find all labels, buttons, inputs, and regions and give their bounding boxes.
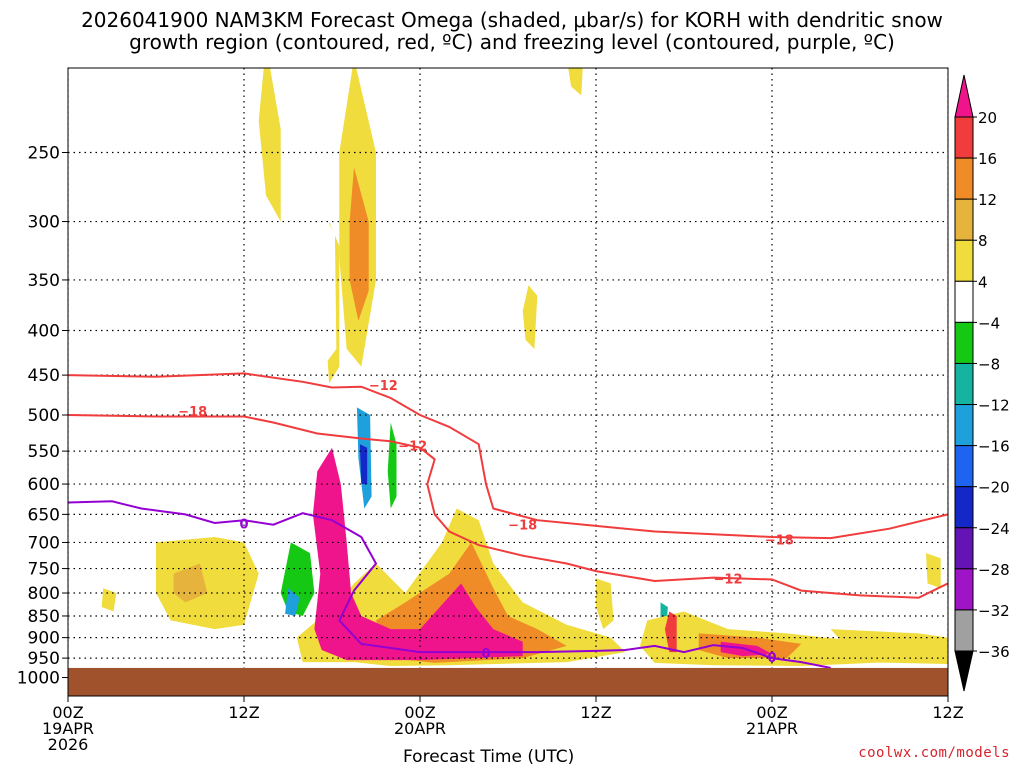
y-tick-label-350: 350 (28, 271, 60, 291)
y-tick-label-700: 700 (28, 533, 60, 553)
colorbar-label-1: 16 (978, 150, 997, 168)
omega-region-29 (173, 563, 208, 603)
omega-region-33 (312, 447, 523, 661)
y-tick-label-800: 800 (28, 584, 60, 604)
colorbar-label-12: −32 (978, 602, 1010, 620)
x-tick-year-0: 2026 (48, 735, 89, 754)
y-tick-label-600: 600 (28, 475, 60, 495)
colorbar-label-10: −24 (978, 520, 1010, 538)
y-tick-label-550: 550 (28, 442, 60, 462)
omega-region-28 (156, 537, 259, 630)
omega-region-27 (68, 656, 127, 666)
y-tick-label-500: 500 (28, 406, 60, 426)
colorbar-label-13: −36 (978, 643, 1010, 661)
x-tick-date-0: 19APR (42, 719, 94, 738)
colorbar-top-arrow (954, 74, 974, 118)
omega-region-15 (138, 490, 168, 554)
y-tick-label-650: 650 (28, 505, 60, 525)
colorbar-box-11 (954, 568, 974, 611)
colorbar-label-2: 12 (978, 191, 997, 209)
omega-region-5 (522, 285, 538, 349)
omega-region-14 (387, 422, 397, 509)
plot-frame (67, 67, 949, 697)
colorbar-label-9: −20 (978, 479, 1010, 497)
isotherm-label-1-1: −12 (398, 440, 427, 455)
x-tick-label-24: 00Z (404, 703, 435, 722)
colorbar-box-5 (954, 321, 974, 364)
omega-region-12 (466, 234, 479, 331)
x-tick-label-36: 12Z (580, 703, 611, 722)
colorbar-box-7 (954, 404, 974, 447)
omega-region-30 (101, 588, 117, 612)
omega-region-40 (926, 553, 941, 589)
colorbar-label-7: −12 (978, 397, 1010, 415)
isotherm-label-2-0: 0 (239, 518, 248, 533)
colorbar-label-0: 20 (978, 109, 997, 127)
isotherm-label-1-0: −12 (369, 379, 398, 394)
footer-credit: coolwx.com/models (858, 745, 1010, 761)
omega-region-4 (568, 68, 583, 96)
x-tick-label-48: 00Z (756, 703, 787, 722)
colorbar-label-5: −4 (978, 314, 1000, 332)
omega-region-38 (664, 611, 677, 653)
omega-region-6 (229, 221, 244, 312)
chart-title-line-2: growth region (contoured, red, ºC) and f… (129, 30, 895, 54)
omega-region-10 (424, 274, 442, 358)
colorbar-box-8 (954, 445, 974, 488)
isotherm-label-1-2: −12 (714, 573, 743, 588)
colorbar-box-12 (954, 609, 974, 652)
y-tick-label-1000: 1000 (17, 669, 60, 689)
colorbar-bottom-arrow (954, 650, 974, 692)
x-tick-label-12: 12Z (228, 703, 259, 722)
y-tick-label-250: 250 (28, 144, 60, 164)
ground-surface (68, 667, 948, 696)
omega-region-26 (544, 558, 567, 593)
chart-title-line-1: 2026041900 NAM3KM Forecast Omega (shaded… (81, 8, 943, 32)
omega-region-21 (359, 444, 368, 485)
omega-region-8 (317, 208, 337, 367)
y-tick-label-850: 850 (28, 607, 60, 627)
isotherm-label-2-1: 0 (481, 647, 490, 662)
colorbar-box-3 (954, 239, 974, 282)
y-tick-label-450: 450 (28, 366, 60, 386)
omega-region-11 (456, 375, 501, 491)
colorbar-label-4: 4 (978, 273, 988, 291)
colorbar-box-0 (954, 116, 974, 159)
y-tick-label-950: 950 (28, 649, 60, 669)
x-tick-date-48: 21APR (746, 719, 798, 738)
omega-region-22 (574, 444, 596, 491)
colorbar-label-3: 8 (978, 232, 988, 250)
colorbar-box-1 (954, 157, 974, 200)
y-tick-label-900: 900 (28, 629, 60, 649)
x-tick-date-24: 20APR (394, 719, 446, 738)
isotherm-label-0-2: −18 (765, 534, 794, 549)
colorbar-box-6 (954, 362, 974, 406)
isotherm-1 (68, 414, 948, 599)
x-tick-label-0: 00Z (52, 703, 83, 722)
y-tick-label-300: 300 (28, 213, 60, 233)
omega-region-9 (387, 104, 406, 246)
colorbar-label-11: −28 (978, 561, 1010, 579)
omega-region-18 (285, 588, 300, 616)
colorbar-label-6: −8 (978, 355, 1000, 373)
x-axis-label: Forecast Time (UTC) (403, 747, 575, 767)
x-tick-label-60: 12Z (932, 703, 963, 722)
isotherm-label-2-2: 0 (767, 651, 776, 666)
colorbar-box-10 (954, 527, 974, 570)
isotherm-0 (68, 372, 948, 540)
isotherm-label-0-0: −18 (178, 405, 207, 420)
colorbar-box-9 (954, 486, 974, 529)
colorbar-box-4 (954, 280, 974, 323)
y-tick-label-750: 750 (28, 560, 60, 580)
colorbar-box-2 (954, 198, 974, 241)
isotherm-2 (68, 500, 831, 669)
omega-region-34 (596, 578, 614, 630)
omega-region-2 (349, 167, 369, 321)
y-tick-label-400: 400 (28, 322, 60, 342)
isotherm-label-0-1: −18 (508, 519, 537, 534)
omega-region-0 (258, 68, 281, 222)
colorbar-label-8: −16 (978, 438, 1010, 456)
